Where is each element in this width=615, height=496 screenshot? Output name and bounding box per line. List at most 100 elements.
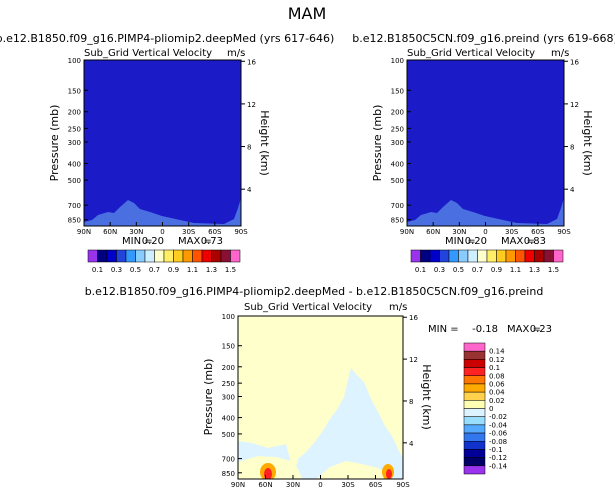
colorbar-swatch: [463, 375, 486, 385]
panel-2-field-fill: [407, 60, 564, 226]
lat-tick-label: 90S: [557, 228, 571, 236]
colorbar-swatch: [463, 367, 486, 376]
pressure-tick-label: 850: [68, 217, 81, 225]
colorbar-label: 0.7: [472, 266, 483, 274]
panel-2-max-value: 0.83: [524, 236, 546, 247]
pressure-tick-label: 700: [68, 202, 81, 210]
colorbar-label: 1.5: [225, 266, 236, 274]
colorbar-swatch: [486, 249, 497, 263]
lat-tick-label: 30N: [129, 228, 143, 236]
colorbar-label: 0.1: [489, 364, 500, 372]
panel-1-y-ticks: 100 150 200 250 300 400 500 700 850: [68, 57, 88, 225]
colorbar-swatch: [463, 400, 486, 409]
panel-2-colorbar: 0.1 0.3 0.5 0.7 0.9 1.1 1.3 1.5: [410, 249, 564, 274]
lat-tick-label: 30N: [452, 228, 466, 236]
colorbar-swatch: [463, 465, 486, 475]
panel-3-ylabel: Pressure (mb): [202, 359, 215, 436]
colorbar-label: 0.12: [489, 356, 505, 364]
colorbar-swatch: [505, 249, 516, 263]
panel-3-negative-plume: [293, 368, 403, 479]
height-tick-label: 8: [409, 398, 413, 406]
height-tick-label: 16: [570, 58, 579, 66]
panel-1-ylabel: Pressure (mb): [48, 105, 61, 182]
colorbar-swatch: [524, 249, 535, 263]
panel-1-min-label: MIN =: [122, 236, 153, 247]
colorbar-swatch: [543, 249, 554, 263]
lat-tick-label: 90N: [77, 228, 91, 236]
height-tick-label: 12: [570, 101, 579, 109]
panel-2-ylabel: Pressure (mb): [371, 105, 384, 182]
colorbar-swatch: [467, 249, 478, 263]
colorbar-label: 0.06: [489, 380, 505, 388]
panel-1-height-ticks: 16 12 8 4: [241, 58, 256, 194]
lat-tick-label: 30S: [182, 228, 196, 236]
colorbar-swatch: [463, 408, 486, 417]
panel-3-field-label: Sub_Grid Vertical Velocity: [244, 302, 372, 313]
lat-tick-label: 0: [318, 481, 322, 489]
colorbar-swatch: [173, 249, 184, 263]
lat-tick-label: 30N: [286, 481, 300, 489]
height-tick-label: 16: [247, 58, 256, 66]
height-tick-label: 4: [570, 186, 575, 194]
pressure-tick-label: 400: [68, 160, 81, 168]
colorbar-label: 0.7: [149, 266, 160, 274]
pressure-tick-label: 150: [68, 87, 81, 95]
panel-3-y-ticks: 100 150 200 250 300 400 500 700 850: [222, 313, 242, 478]
colorbar-swatch: [458, 249, 469, 263]
panel-3-colorbar: 0.140.120.10.080.060.040.020-0.02-0.04-0…: [463, 342, 508, 475]
lat-tick-label: 90N: [231, 481, 245, 489]
colorbar-swatch: [463, 359, 486, 368]
colorbar-swatch: [125, 249, 136, 263]
colorbar-swatch: [220, 249, 231, 263]
panel-3-title: b.e12.B1850.f09_g16.PIMP4-pliomip2.deepM…: [85, 285, 544, 298]
pressure-tick-label: 500: [222, 431, 235, 439]
colorbar-label: -0.14: [489, 462, 508, 470]
colorbar-swatch: [448, 249, 459, 263]
colorbar-swatch: [192, 249, 203, 263]
colorbar-swatch: [106, 249, 117, 263]
colorbar-label: -0.12: [489, 454, 507, 462]
colorbar-swatch: [230, 249, 241, 263]
lat-tick-label: 90S: [396, 481, 410, 489]
colorbar-swatch: [87, 249, 98, 263]
panel-1-field-label: Sub_Grid Vertical Velocity: [84, 48, 212, 59]
colorbar-swatch: [477, 249, 488, 263]
panel-1-title: b.e12.B1850.f09_g16.PIMP4-pliomip2.deepM…: [0, 32, 334, 45]
colorbar-label: 1.3: [529, 266, 540, 274]
panel-3-units: m/s: [389, 302, 407, 313]
colorbar-label: 0.3: [434, 266, 445, 274]
colorbar-label: -0.06: [489, 430, 508, 438]
pressure-tick-label: 500: [391, 177, 404, 185]
pressure-tick-label: 250: [391, 125, 404, 133]
pressure-tick-label: 200: [222, 364, 235, 372]
colorbar-swatch: [496, 249, 507, 263]
panel-2-field-label: Sub_Grid Vertical Velocity: [407, 48, 535, 59]
panel-1-max-value: 0.73: [201, 236, 223, 247]
colorbar-swatch: [515, 249, 526, 263]
colorbar-label: 0.14: [489, 348, 505, 356]
pressure-tick-label: 250: [222, 380, 235, 388]
pressure-tick-label: 200: [68, 109, 81, 117]
panel-2-units: m/s: [551, 48, 569, 59]
pressure-tick-label: 150: [222, 343, 235, 351]
panel-1-plot: [84, 60, 241, 226]
colorbar-swatch: [144, 249, 155, 263]
panel-3-nh-max-inner: [264, 468, 272, 479]
lat-tick-label: 60S: [208, 228, 222, 236]
colorbar-swatch: [463, 441, 486, 450]
lat-tick-label: 60N: [258, 481, 272, 489]
panel-3-plot: [238, 316, 403, 479]
colorbar-swatch: [135, 249, 146, 263]
colorbar-label: -0.02: [489, 413, 507, 421]
colorbar-label: 0.5: [453, 266, 464, 274]
panel-3-sh-max-inner: [386, 469, 392, 479]
colorbar-swatch: [163, 249, 174, 263]
pressure-tick-label: 300: [391, 139, 404, 147]
panel-2-max-label: MAX =: [501, 236, 535, 247]
colorbar-swatch: [463, 449, 486, 458]
colorbar-label: 0.04: [489, 389, 505, 397]
colorbar-swatch: [463, 457, 486, 467]
pressure-tick-label: 300: [68, 139, 81, 147]
colorbar-label: 1.5: [548, 266, 559, 274]
